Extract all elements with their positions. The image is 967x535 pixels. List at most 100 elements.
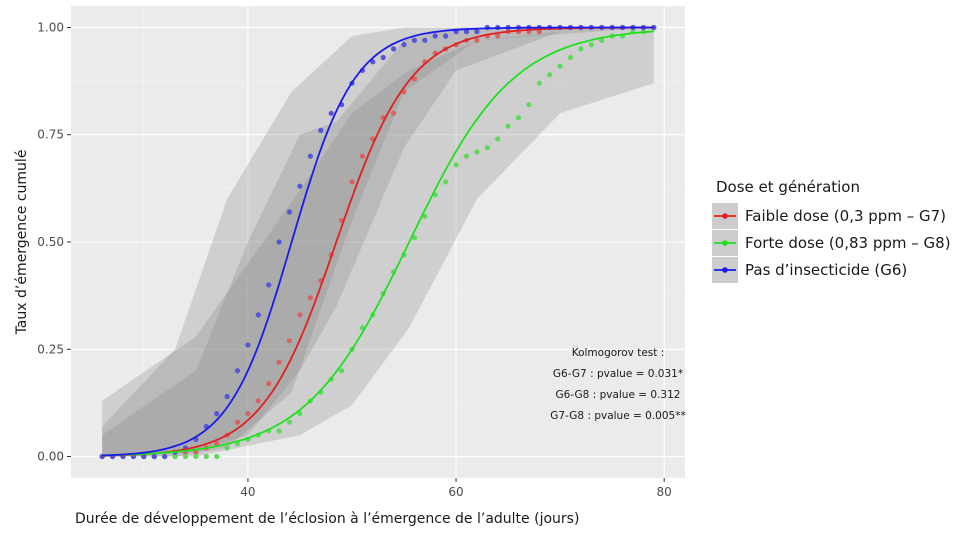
data-point xyxy=(443,179,449,185)
data-point xyxy=(391,110,397,116)
data-point xyxy=(255,312,261,318)
data-point xyxy=(432,33,438,39)
data-point xyxy=(141,453,147,460)
data-point xyxy=(401,42,407,48)
legend-label: Pas d’insecticide (G6) xyxy=(745,261,907,279)
data-point xyxy=(203,453,209,460)
data-point xyxy=(224,393,230,400)
data-point xyxy=(214,411,220,417)
data-point xyxy=(276,239,282,245)
data-point xyxy=(411,235,417,241)
data-point xyxy=(651,24,657,31)
data-point xyxy=(515,115,522,121)
ci-band xyxy=(102,27,654,457)
data-point xyxy=(245,411,251,417)
data-point xyxy=(391,46,397,52)
x-axis-title: Durée de développement de l’éclosion à l… xyxy=(75,511,579,527)
x-axis-ticks: 40 60 80 xyxy=(240,478,672,499)
data-point xyxy=(359,153,365,159)
annotation-title: Kolmogorov test : xyxy=(572,347,665,359)
y-tick-label: 1.00 xyxy=(37,20,64,34)
legend: Faible dose (0,3 ppm – G7) Forte dose (0,… xyxy=(712,203,951,283)
data-point xyxy=(328,110,334,116)
data-point xyxy=(370,59,376,65)
data-point xyxy=(276,359,282,365)
data-point xyxy=(286,419,293,425)
y-tick-label: 0.25 xyxy=(37,342,64,356)
data-point xyxy=(474,29,480,35)
legend-title: Dose et génération xyxy=(716,178,860,196)
data-point xyxy=(463,29,470,35)
data-point xyxy=(484,145,490,151)
legend-key-point xyxy=(722,240,728,246)
data-point xyxy=(567,54,574,61)
data-point xyxy=(536,29,542,35)
data-point xyxy=(182,453,189,460)
data-point xyxy=(380,54,386,61)
data-point xyxy=(443,33,449,39)
data-point xyxy=(307,153,313,159)
data-point xyxy=(151,453,157,460)
data-point xyxy=(286,338,293,344)
data-point xyxy=(193,449,199,455)
y-tick-label: 0.00 xyxy=(37,450,64,464)
data-point xyxy=(453,162,459,168)
y-axis-ticks: 0.00 0.25 0.50 0.75 1.00 xyxy=(37,20,71,464)
data-point xyxy=(214,441,220,447)
data-point xyxy=(307,295,313,301)
data-point xyxy=(245,342,251,348)
data-point xyxy=(193,453,199,460)
data-point xyxy=(463,153,470,159)
data-point xyxy=(599,37,605,43)
y-axis-title: Taux d’émergence cumulé xyxy=(14,150,30,336)
data-point xyxy=(162,453,168,460)
data-point xyxy=(495,33,501,39)
data-point xyxy=(234,419,241,425)
ci-band xyxy=(102,27,654,457)
x-tick-label: 80 xyxy=(657,485,672,499)
data-point xyxy=(588,42,594,48)
data-point xyxy=(474,149,480,155)
data-point xyxy=(526,102,532,108)
data-point xyxy=(297,183,303,189)
data-point xyxy=(536,80,542,86)
data-point xyxy=(422,213,428,219)
legend-key-point xyxy=(722,267,728,273)
ci-band xyxy=(102,27,654,457)
x-tick-label: 60 xyxy=(448,485,463,499)
legend-label: Forte dose (0,83 ppm – G8) xyxy=(745,234,951,252)
data-point xyxy=(255,398,261,404)
legend-key-point xyxy=(722,213,728,219)
fit-line xyxy=(102,26,654,457)
annotation-line-1: G6-G7 : pvalue = 0.031* xyxy=(553,368,683,380)
data-point xyxy=(276,428,282,434)
data-point xyxy=(578,46,584,52)
fit-curves xyxy=(102,26,654,457)
y-tick-label: 0.50 xyxy=(37,235,64,249)
data-point xyxy=(234,368,241,374)
data-point xyxy=(297,411,303,417)
data-point xyxy=(422,37,428,43)
y-tick-label: 0.75 xyxy=(37,128,64,142)
data-point xyxy=(495,136,501,142)
data-point xyxy=(224,445,230,451)
data-point xyxy=(557,63,563,69)
data-point xyxy=(286,209,293,215)
data-point xyxy=(266,381,272,387)
data-point xyxy=(411,76,417,82)
data-point xyxy=(505,123,511,129)
confidence-bands xyxy=(102,27,654,457)
data-point xyxy=(214,453,220,460)
data-point xyxy=(474,37,480,43)
data-point xyxy=(172,453,178,460)
data-point xyxy=(339,368,345,374)
data-point xyxy=(266,282,272,288)
x-tick-label: 40 xyxy=(240,485,255,499)
annotation-line-2: G6-G8 : pvalue = 0.312 xyxy=(556,389,681,401)
legend-label: Faible dose (0,3 ppm – G7) xyxy=(745,207,946,225)
data-point xyxy=(547,72,553,78)
data-point xyxy=(318,127,324,133)
fit-line xyxy=(102,30,654,457)
